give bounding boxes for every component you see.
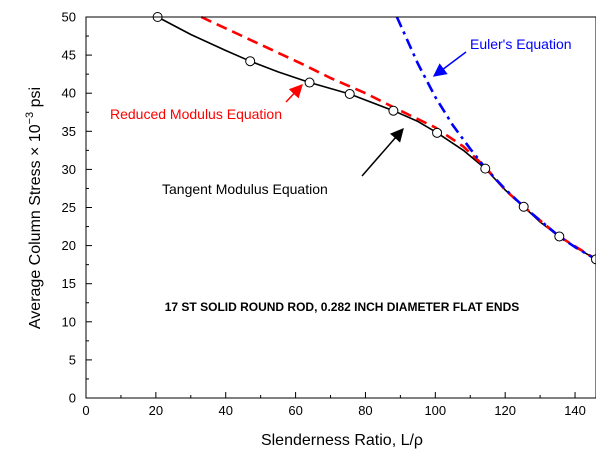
y-axis-title-main: Average Column Stress × 10 [27, 124, 44, 329]
y-axis-title-unit: psi [27, 87, 44, 112]
euler-label: Euler's Equation [470, 36, 572, 52]
reduced-arrow [285, 84, 303, 103]
x-tick-label: 60 [288, 403, 302, 418]
y-tick-label: 20 [62, 238, 76, 253]
x-tick-label: 20 [149, 403, 163, 418]
tangent-modulus-curve [157, 16, 596, 260]
y-tick-label: 45 [62, 48, 76, 63]
data-point [518, 201, 529, 212]
reduced-label: Reduced Modulus Equation [110, 106, 282, 122]
data-point [245, 56, 256, 67]
euler-arrow [432, 51, 467, 77]
data-point [554, 231, 565, 242]
series-lines [157, 15, 596, 261]
y-tick-label: 35 [62, 124, 76, 139]
y-tick-label: 40 [62, 86, 76, 101]
data-point [480, 163, 491, 174]
y-tick-label: 50 [62, 10, 76, 25]
x-tick-label: 100 [424, 403, 446, 418]
x-tick-label: 80 [358, 403, 372, 418]
data-point [388, 105, 399, 116]
y-tick-label: 30 [62, 162, 76, 177]
axis-ticks [85, 16, 576, 399]
data-point [591, 254, 596, 265]
x-tick-label: 0 [82, 403, 89, 418]
y-axis-title-exponent: −3 [24, 112, 36, 125]
y-axis-title: Average Column Stress × 10−3 psi [24, 87, 44, 329]
y-tick-label: 5 [69, 352, 76, 367]
plot-note: 17 ST SOLID ROUND ROD, 0.282 INCH DIAMET… [165, 300, 520, 314]
y-tick-label: 15 [62, 276, 76, 291]
data-point [304, 77, 315, 88]
x-tick-label: 140 [564, 403, 586, 418]
reduced-modulus-curve [200, 15, 596, 261]
plot-frame [85, 16, 596, 399]
tangent-arrow [361, 127, 404, 177]
tangent-label: Tangent Modulus Equation [162, 181, 328, 197]
x-tick-label: 120 [494, 403, 516, 418]
data-point [432, 127, 443, 138]
tick-labels: 0 20 40 60 80 100 120 140 0 5 10 15 20 25 30 35 40 45 50 [62, 10, 586, 419]
euler-curve [395, 16, 596, 261]
x-tick-label: 40 [218, 403, 232, 418]
x-axis-title: Slenderness Ratio, L/ρ [261, 432, 423, 449]
y-tick-label: 0 [69, 391, 76, 406]
data-point [344, 88, 355, 99]
y-tick-label: 10 [62, 314, 76, 329]
y-tick-label: 25 [62, 200, 76, 215]
